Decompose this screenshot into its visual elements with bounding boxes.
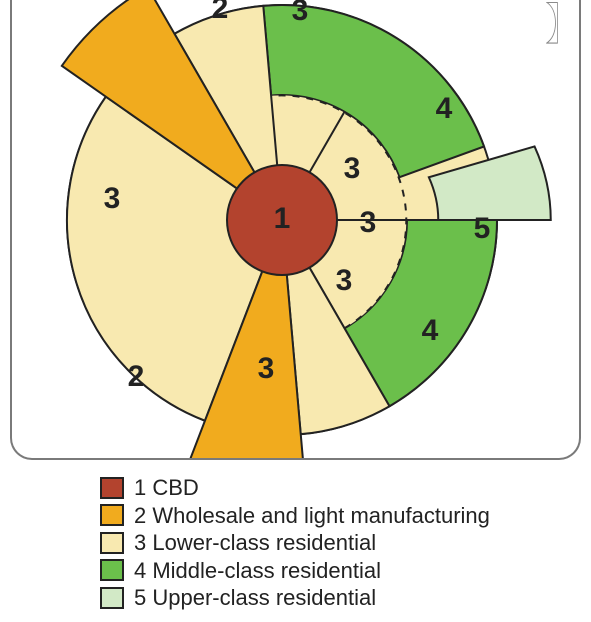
svg-text:3: 3: [292, 0, 309, 27]
svg-text:1: 1: [274, 202, 291, 235]
legend-label: 5 Upper-class residential: [134, 584, 376, 612]
legend-swatch: [100, 587, 124, 609]
legend-label: 2 Wholesale and light manufacturing: [134, 502, 490, 530]
legend-item: 3 Lower-class residential: [100, 529, 490, 557]
sector-diagram: 234331353423: [12, 0, 581, 460]
svg-text:5: 5: [474, 212, 491, 245]
diagram-panel: 〗 234331353423: [10, 0, 581, 460]
svg-text:3: 3: [336, 264, 353, 297]
svg-text:3: 3: [344, 152, 361, 185]
svg-text:2: 2: [212, 0, 229, 25]
legend-swatch: [100, 532, 124, 554]
legend-swatch: [100, 477, 124, 499]
svg-text:3: 3: [104, 182, 121, 215]
figure: 〗 234331353423 1 CBD 2 Wholesale and lig…: [0, 0, 591, 622]
legend-item: 5 Upper-class residential: [100, 584, 490, 612]
legend-item: 4 Middle-class residential: [100, 557, 490, 585]
legend-item: 1 CBD: [100, 474, 490, 502]
legend-swatch: [100, 504, 124, 526]
svg-text:4: 4: [436, 92, 453, 125]
svg-text:2: 2: [128, 360, 145, 393]
legend-label: 3 Lower-class residential: [134, 529, 376, 557]
legend: 1 CBD 2 Wholesale and light manufacturin…: [100, 474, 490, 612]
legend-item: 2 Wholesale and light manufacturing: [100, 502, 490, 530]
svg-text:3: 3: [258, 352, 275, 385]
svg-text:4: 4: [422, 314, 439, 347]
legend-label: 4 Middle-class residential: [134, 557, 381, 585]
legend-swatch: [100, 559, 124, 581]
legend-label: 1 CBD: [134, 474, 199, 502]
svg-text:3: 3: [360, 206, 377, 239]
